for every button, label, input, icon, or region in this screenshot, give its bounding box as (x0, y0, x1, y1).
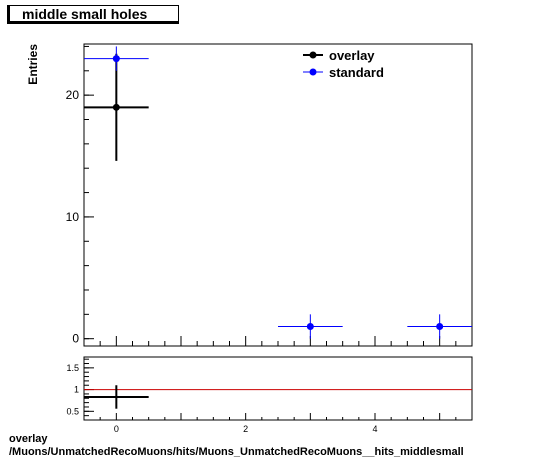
y-tick-label: 1.5 (66, 363, 79, 373)
x-tick-label: 4 (372, 424, 377, 434)
x-tick-label: 2 (243, 424, 248, 434)
main-panel: 0 10 20 Entries overlay standard (26, 43, 473, 347)
footer: overlay /Muons/UnmatchedRecoMuons/hits/M… (9, 433, 464, 459)
legend-entry-standard: standard (303, 65, 384, 80)
data-point-standard (278, 314, 343, 339)
y-tick-label: 1 (74, 385, 79, 395)
x-tick-label: 0 (114, 424, 119, 434)
data-point-ratio (84, 385, 149, 409)
legend-label: overlay (329, 48, 375, 63)
data-point-overlay (84, 53, 149, 161)
y-tick-label: 0 (72, 332, 79, 346)
y-tick-label: 10 (66, 210, 80, 224)
y-axis-label: Entries (26, 44, 40, 85)
plot-frame (83, 356, 473, 421)
marker (306, 323, 314, 331)
footer-line-1: overlay (9, 433, 48, 445)
data-point-standard (407, 314, 472, 339)
plot-title: middle small holes (7, 5, 179, 24)
footer-line-2: /Muons/UnmatchedRecoMuons/hits/Muons_Unm… (9, 446, 464, 458)
ratio-panel: 0.5 1 1.5 0 2 4 (66, 356, 473, 434)
data-point-standard (84, 46, 149, 71)
legend-label: standard (329, 65, 384, 80)
plot-frame (83, 43, 473, 347)
marker (112, 55, 120, 63)
marker (436, 323, 444, 331)
y-tick-label: 20 (66, 88, 80, 102)
legend-entry-overlay: overlay (303, 48, 375, 63)
legend-marker (309, 51, 317, 59)
marker (112, 103, 120, 111)
y-tick-label: 0.5 (66, 406, 79, 416)
legend-marker (309, 68, 317, 76)
